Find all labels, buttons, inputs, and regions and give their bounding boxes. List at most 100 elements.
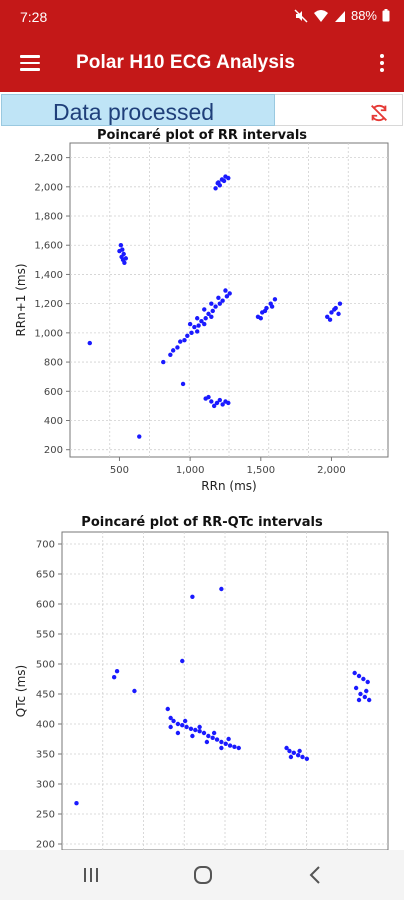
processed-message: Data processed xyxy=(53,99,215,125)
data-point xyxy=(304,756,310,761)
data-point xyxy=(168,715,173,721)
data-point xyxy=(192,324,197,330)
data-point xyxy=(74,801,79,806)
data-point xyxy=(168,352,173,357)
data-point xyxy=(219,586,224,592)
data-point xyxy=(209,399,214,404)
data-point xyxy=(213,186,218,191)
y-tick-label: 2,000 xyxy=(34,182,63,193)
data-point xyxy=(366,697,372,703)
data-point xyxy=(195,316,200,321)
data-point xyxy=(187,321,193,327)
data-point xyxy=(215,180,220,186)
data-point xyxy=(216,295,221,301)
data-point xyxy=(262,308,268,314)
y-tick-label: 350 xyxy=(36,750,55,761)
data-point xyxy=(365,679,370,685)
data-point xyxy=(182,337,187,343)
data-point xyxy=(180,381,186,387)
data-point xyxy=(336,311,341,317)
data-point xyxy=(211,403,217,409)
data-point xyxy=(219,745,224,751)
data-point xyxy=(209,314,214,319)
data-point xyxy=(220,402,225,407)
home-icon[interactable] xyxy=(189,862,217,888)
data-point xyxy=(185,333,190,338)
y-tick-label: 700 xyxy=(36,540,55,551)
data-point xyxy=(188,726,194,731)
data-point xyxy=(223,399,228,404)
data-point xyxy=(190,733,195,739)
data-point xyxy=(111,675,117,680)
data-point xyxy=(170,348,176,353)
y-tick-label: 200 xyxy=(36,840,55,851)
x-tick-label: 500 xyxy=(110,465,129,476)
y-tick-label: 600 xyxy=(44,387,63,398)
data-point xyxy=(195,329,200,334)
y-tick-label: 400 xyxy=(44,416,63,427)
hamburger-menu-icon[interactable] xyxy=(12,47,48,79)
y-tick-label: 1,600 xyxy=(34,241,63,252)
back-icon[interactable] xyxy=(302,862,330,888)
data-point xyxy=(220,298,225,303)
data-point xyxy=(295,753,301,758)
data-point xyxy=(137,434,142,439)
data-point xyxy=(206,311,211,317)
recent-apps-icon[interactable] xyxy=(77,862,105,888)
data-point xyxy=(202,307,207,312)
rr-poincare-chart: Poincaré plot of RR intervals 200 400 600 80… xyxy=(14,128,389,493)
data-point xyxy=(232,744,237,749)
app-title: Polar H10 ECG Analysis xyxy=(76,52,296,73)
y-tick-label: 500 xyxy=(36,660,55,671)
data-point xyxy=(197,729,202,734)
data-point xyxy=(214,400,220,406)
battery-icon xyxy=(382,9,390,22)
data-point xyxy=(190,594,195,599)
data-point xyxy=(300,754,305,760)
data-point xyxy=(258,316,263,321)
data-point xyxy=(202,321,207,327)
data-point xyxy=(226,736,231,742)
data-point xyxy=(337,301,343,306)
signal-icon xyxy=(334,9,346,23)
data-point xyxy=(329,310,334,315)
wifi-icon xyxy=(313,9,329,23)
data-point xyxy=(287,748,292,754)
data-point xyxy=(210,308,215,314)
status-time: 7:28 xyxy=(20,9,48,25)
data-point xyxy=(361,676,366,682)
y-tick-label: 200 xyxy=(44,445,63,456)
mute-icon xyxy=(294,8,308,23)
more-vert-icon[interactable] xyxy=(370,48,394,78)
status-area xyxy=(275,94,403,126)
y-tick-label: 1,400 xyxy=(34,270,63,281)
data-point xyxy=(196,323,201,328)
data-point xyxy=(272,297,278,302)
data-point xyxy=(219,739,224,745)
data-point xyxy=(332,307,337,312)
data-point xyxy=(356,697,362,703)
x-tick-label: 2,000 xyxy=(317,465,346,476)
data-point xyxy=(291,750,297,755)
y-axis-label: RRn+1 (ms) xyxy=(14,263,28,336)
data-point xyxy=(184,724,189,730)
data-point xyxy=(327,317,333,322)
data-point xyxy=(171,718,176,724)
data-point xyxy=(325,314,330,319)
status-icons: 88% xyxy=(294,8,390,23)
y-tick-label: 650 xyxy=(36,570,55,581)
data-point xyxy=(206,394,211,400)
y-tick-label: 1,800 xyxy=(34,212,63,223)
data-point xyxy=(175,721,181,727)
plot-area xyxy=(61,531,389,850)
x-tick-label: 1,000 xyxy=(176,465,205,476)
y-tick-label: 800 xyxy=(44,358,63,369)
data-point xyxy=(269,304,275,309)
data-point xyxy=(117,248,122,254)
sync-disabled-icon[interactable] xyxy=(368,102,390,124)
data-point xyxy=(206,733,211,739)
data-point xyxy=(189,330,194,336)
data-point xyxy=(178,339,183,344)
data-point xyxy=(201,730,207,736)
data-point xyxy=(236,745,241,751)
